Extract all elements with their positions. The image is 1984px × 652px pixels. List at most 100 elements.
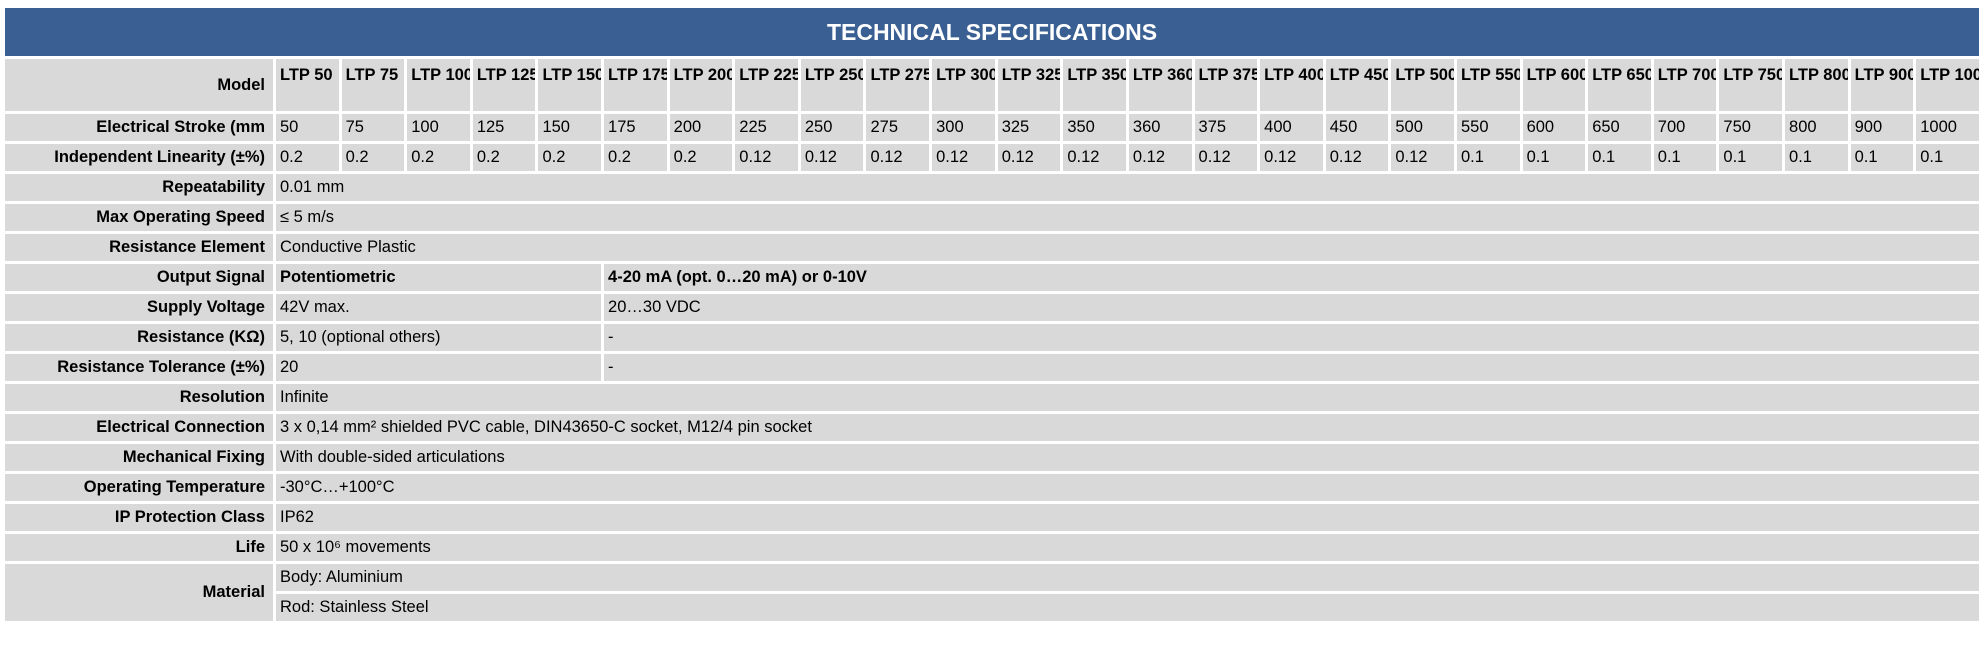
title: TECHNICAL SPECIFICATIONS — [5, 8, 1979, 56]
value-cell: 0.12 — [1063, 144, 1126, 171]
value-cell: 0.2 — [276, 144, 339, 171]
value-cell: 0.1 — [1719, 144, 1783, 171]
model-cell: LTP 50 — [276, 59, 339, 111]
value-cell: - — [604, 324, 1979, 351]
value-cell: 0.12 — [1391, 144, 1454, 171]
model-name: LTP 375 — [1198, 66, 1258, 84]
row: Resistance Tolerance (±%) 20- — [5, 354, 1979, 381]
model-name: LTP 300 — [936, 66, 995, 84]
row-label: Mechanical Fixing — [5, 444, 273, 471]
spec-sheet: TECHNICAL SPECIFICATIONS Model LTP 50 LTP … — [5, 8, 1979, 624]
value-cell: 3 x 0,14 mm² shielded PVC cable, DIN4365… — [276, 414, 1979, 441]
value-cell: 900 — [1850, 114, 1914, 141]
row: Max Operating Speed ≤ 5 m/s — [5, 204, 1979, 231]
model-name: LTP 50 — [280, 66, 333, 84]
value-cell: Rod: Stainless Steel — [276, 594, 1979, 621]
value-cell: 300 — [932, 114, 995, 141]
value-cell: 0.12 — [1128, 144, 1192, 171]
value-cell: 0.1 — [1522, 144, 1586, 171]
value-cell: Potentiometric — [276, 264, 602, 291]
row: Rod: Stainless Steel — [5, 594, 1979, 621]
value-cell: 4-20 mA (opt. 0…20 mA) or 0-10V — [604, 264, 1979, 291]
row-label: Resolution — [5, 384, 273, 411]
model-name: LTP 600 — [1526, 66, 1586, 84]
value-cell: -30°C…+100°C — [276, 474, 1979, 501]
model-name: LTP 550 — [1460, 66, 1520, 84]
value-cell: 0.1 — [1785, 144, 1848, 171]
model-name: LTP 1000 — [1920, 66, 1979, 84]
value-cell: 400 — [1260, 114, 1323, 141]
row-label: Resistance Tolerance (±%) — [5, 354, 273, 381]
row-label: Max Operating Speed — [5, 204, 273, 231]
value-cell: 250 — [800, 114, 864, 141]
model-name: LTP 500 — [1395, 66, 1454, 84]
model-name: LTP 200 — [673, 66, 733, 84]
model-name: LTP 150 — [542, 66, 602, 84]
value-cell: Infinite — [276, 384, 1979, 411]
value-cell: 0.1 — [1588, 144, 1651, 171]
model-name: LTP 350 — [1067, 66, 1126, 84]
model-name: LTP 100 — [411, 66, 470, 84]
spec-table: Model LTP 50 LTP 75 LTP 100 LTP 125 LTP 150 LT… — [2, 56, 1982, 624]
model-cell: LTP 650 — [1588, 59, 1651, 111]
value-cell: 225 — [735, 114, 798, 141]
value-cell: 50 — [276, 114, 339, 141]
value-cell: 200 — [669, 114, 733, 141]
row-label: Output Signal — [5, 264, 273, 291]
model-cell: LTP 75 — [341, 59, 405, 111]
model-cell: LTP 750 — [1719, 59, 1783, 111]
value-cell: 125 — [472, 114, 536, 141]
value-cell: 0.12 — [997, 144, 1061, 171]
model-name: LTP 250 — [804, 66, 864, 84]
value-cell: 0.1 — [1916, 144, 1979, 171]
value-cell: 0.2 — [538, 144, 602, 171]
model-cell: LTP 375 — [1194, 59, 1258, 111]
model-cell: LTP 125 — [472, 59, 536, 111]
model-cell: LTP 700 — [1653, 59, 1717, 111]
model-name: LTP 275 — [870, 66, 930, 84]
value-cell: 0.1 — [1653, 144, 1717, 171]
value-cell: 360 — [1128, 114, 1192, 141]
value-cell: - — [604, 354, 1979, 381]
value-cell: 375 — [1194, 114, 1258, 141]
row-label: Electrical Stroke (mm — [5, 114, 273, 141]
value-cell: 0.12 — [866, 144, 930, 171]
row: Supply Voltage 42V max. 20…30 VDC — [5, 294, 1979, 321]
row-label: IP Protection Class — [5, 504, 273, 531]
value-cell: IP62 — [276, 504, 1979, 531]
value-cell: 0.12 — [1260, 144, 1323, 171]
row-label: Model — [5, 59, 273, 111]
value-cell: 0.2 — [407, 144, 470, 171]
value-cell: 20…30 VDC — [604, 294, 1979, 321]
value-cell: 0.12 — [1325, 144, 1389, 171]
value-cell: 800 — [1785, 114, 1848, 141]
value-cell: 0.2 — [669, 144, 733, 171]
row: Material Body: Aluminium — [5, 564, 1979, 621]
model-cell: LTP 275 — [866, 59, 930, 111]
model-cell: LTP 450 — [1325, 59, 1389, 111]
row: Independent Linearity (±%) 0.2 0.2 0.2 0.2 0.… — [5, 144, 1979, 171]
row-label: Material — [5, 564, 273, 621]
value-cell: With double-sided articulations — [276, 444, 1979, 471]
value-cell: 150 — [538, 114, 602, 141]
model-cell: LTP 300 — [932, 59, 995, 111]
value-cell: ≤ 5 m/s — [276, 204, 1979, 231]
model-name: LTP 125 — [476, 66, 536, 84]
value-cell: 350 — [1063, 114, 1126, 141]
value-cell: 0.2 — [341, 144, 405, 171]
value-cell: 0.2 — [604, 144, 667, 171]
value-cell: 0.1 — [1850, 144, 1914, 171]
model-name: LTP 400 — [1264, 66, 1323, 84]
row: IP Protection Class IP62 — [5, 504, 1979, 531]
value-cell: 0.12 — [800, 144, 864, 171]
model-cell: LTP 600 — [1522, 59, 1586, 111]
model-cell: LTP 150 — [538, 59, 602, 111]
value-cell: 275 — [866, 114, 930, 141]
model-cell: LTP 550 — [1456, 59, 1520, 111]
model-cell: LTP 175 — [604, 59, 667, 111]
row: Life 50 x 10⁶ movements — [5, 534, 1979, 561]
model-cell: LTP 350 — [1063, 59, 1126, 111]
row: Resistance (KΩ) 5, 10 (optional others) - — [5, 324, 1979, 351]
row: Resistance Element Conductive Plastic — [5, 234, 1979, 261]
model-cell: LTP 800 — [1785, 59, 1848, 111]
